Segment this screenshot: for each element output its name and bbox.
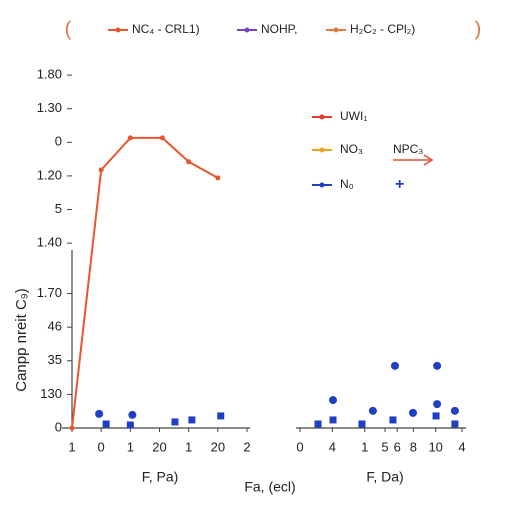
legend-marker bbox=[244, 27, 250, 33]
y-axis-label: Canpp nreit C₉) bbox=[13, 288, 30, 392]
legend-marker bbox=[319, 114, 325, 120]
y-tick-label: 1.40 bbox=[37, 235, 62, 250]
y-tick-label: 130 bbox=[40, 386, 62, 401]
x-tick-label: 5 bbox=[381, 439, 388, 454]
legend-label: N₀ bbox=[340, 177, 354, 191]
line-series bbox=[71, 136, 219, 429]
x-tick-label: 20 bbox=[211, 439, 225, 454]
y-tick-label: 5 bbox=[55, 201, 62, 216]
scatter-point bbox=[329, 396, 338, 405]
y-tick-label: 35 bbox=[48, 352, 62, 367]
inset-arrow bbox=[393, 154, 434, 166]
legend-label: NOHP, bbox=[261, 22, 297, 36]
x-tick-label: 4 bbox=[458, 439, 465, 454]
scatter-point bbox=[432, 412, 440, 420]
legend-label: UWI₁ bbox=[340, 109, 367, 123]
scatter-point bbox=[128, 410, 137, 419]
y-tick-label: 1.70 bbox=[37, 285, 62, 300]
line-point bbox=[215, 175, 221, 181]
legend-marker bbox=[319, 182, 325, 188]
x-tick-label: 1 bbox=[361, 439, 368, 454]
x-tick-label: 0 bbox=[98, 439, 105, 454]
scatter-point bbox=[126, 421, 134, 429]
x-tick-label: 0 bbox=[296, 439, 303, 454]
x-tick-label: 4 bbox=[329, 439, 336, 454]
scatter-point bbox=[408, 408, 417, 417]
x-axis-label: Fa, (ecl) bbox=[244, 479, 295, 495]
legend-bracket: ) bbox=[475, 18, 482, 40]
x-tick-label: 20 bbox=[152, 439, 166, 454]
y-tick-label: 1.30 bbox=[37, 100, 62, 115]
x-tick-label: 8 bbox=[410, 439, 417, 454]
y-tick-label: 0 bbox=[55, 134, 62, 149]
x-tick-label: 1 bbox=[68, 439, 75, 454]
legend-marker bbox=[333, 27, 339, 33]
line-point bbox=[98, 167, 104, 173]
y-tick-label: 46 bbox=[48, 319, 62, 334]
y-tick-label: 1.20 bbox=[37, 167, 62, 182]
legend-marker bbox=[319, 147, 325, 153]
x-tick-label: 2 bbox=[243, 439, 250, 454]
legend-note: NPC₃ bbox=[393, 142, 423, 156]
scatter-point bbox=[451, 420, 459, 428]
scatter-point bbox=[95, 409, 104, 418]
scatter-point bbox=[329, 416, 337, 424]
scatter-point bbox=[433, 361, 442, 370]
x-tick-label: 1 bbox=[185, 439, 192, 454]
x-axis-label: F, Da) bbox=[366, 469, 403, 485]
line-point bbox=[127, 135, 133, 141]
x-axis-label: F, Pa) bbox=[142, 469, 179, 485]
scatter-point bbox=[217, 412, 225, 420]
scatter-point bbox=[433, 400, 442, 409]
scatter-point bbox=[314, 420, 322, 428]
x-tick-label: 1 bbox=[127, 439, 134, 454]
scatter-point bbox=[102, 420, 110, 428]
x-tick-label: 10 bbox=[428, 439, 442, 454]
scatter-point bbox=[450, 406, 459, 415]
legend-label: NO₃ bbox=[340, 142, 363, 156]
scatter-point bbox=[358, 420, 366, 428]
scatter-point bbox=[390, 361, 399, 370]
legend-note: + bbox=[395, 176, 404, 193]
line-point bbox=[69, 425, 75, 431]
legend-label: H₂C₂ - CPl₂) bbox=[350, 22, 415, 36]
y-tick-label: 1.80 bbox=[37, 67, 62, 82]
legend-bracket: ( bbox=[65, 18, 72, 40]
scatter-point bbox=[368, 406, 377, 415]
line-point bbox=[159, 135, 165, 141]
y-tick-label: 0 bbox=[55, 419, 62, 434]
scatter-point bbox=[389, 416, 397, 424]
scatter-point bbox=[171, 418, 179, 426]
x-tick-label: 6 bbox=[394, 439, 401, 454]
legend-marker bbox=[115, 27, 121, 33]
legend-label: NC₄ - CRL1) bbox=[132, 22, 200, 36]
line-point bbox=[186, 159, 192, 165]
scatter-point bbox=[188, 416, 196, 424]
